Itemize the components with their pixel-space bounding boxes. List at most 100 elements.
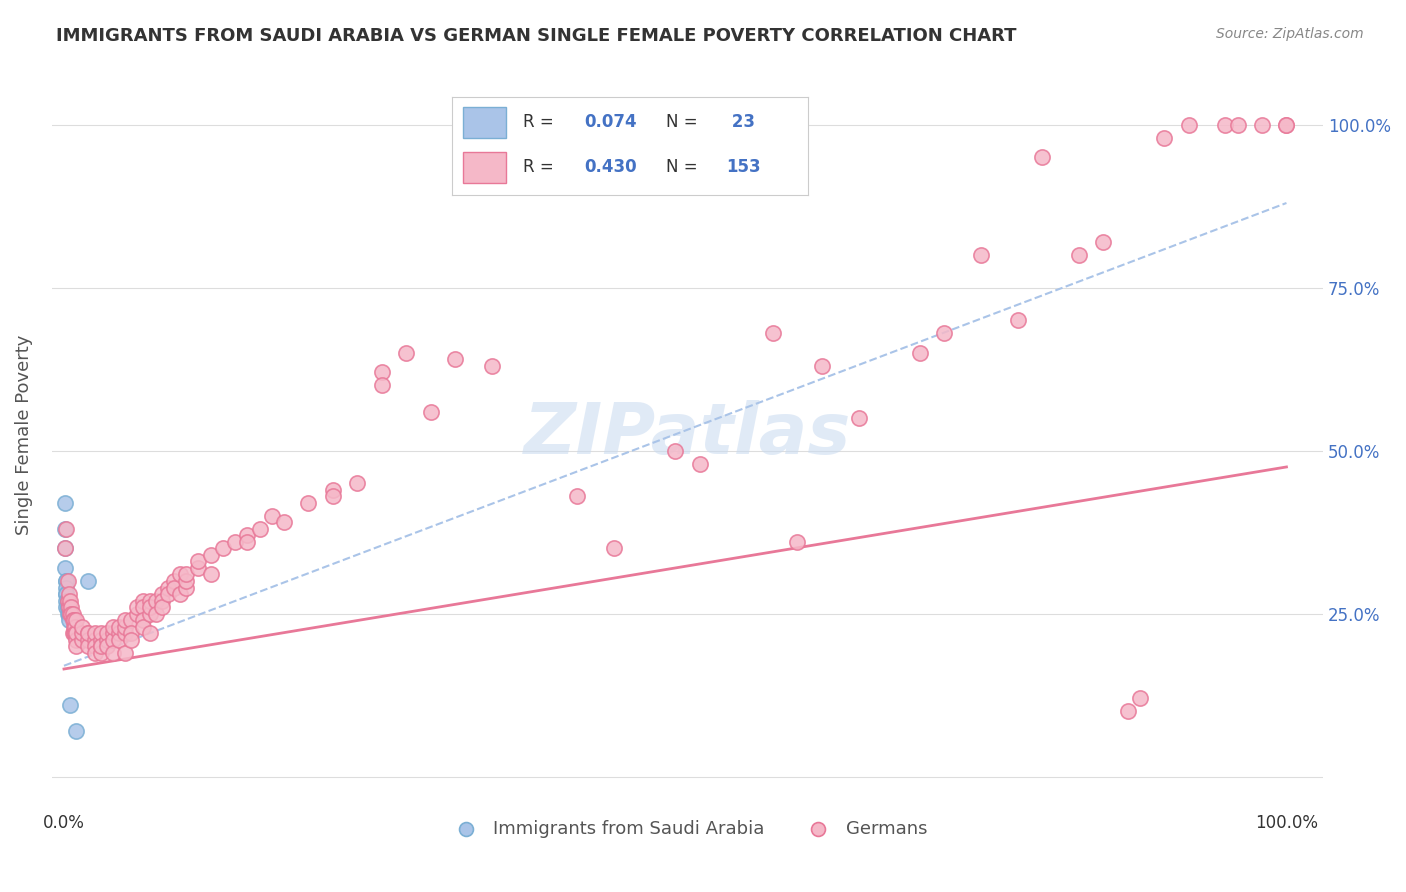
Point [55,587,77,601]
Point [371,366,394,380]
Point [83,632,105,647]
Point [55,600,77,615]
Point [132,600,155,615]
Point [53,561,76,575]
Point [132,620,155,634]
Point [1251,118,1274,132]
Point [65,613,87,627]
Point [114,613,136,627]
Point [58,607,80,621]
Point [63,626,86,640]
Point [150,593,173,607]
Point [55,522,77,536]
Point [55,581,77,595]
Point [1007,313,1029,327]
Point [236,528,259,542]
Point [1275,118,1298,132]
Text: ZIPatlas: ZIPatlas [524,400,851,469]
Point [58,607,80,621]
Point [603,541,626,556]
Point [62,620,84,634]
Point [108,626,131,640]
Point [1116,705,1139,719]
Point [53,496,76,510]
Point [56,600,79,615]
Point [90,646,112,660]
Point [138,607,160,621]
Point [96,626,118,640]
Point [150,587,173,601]
Point [56,607,79,621]
Point [55,574,77,588]
Point [101,620,124,634]
Point [65,723,87,738]
Point [77,632,100,647]
Point [114,620,136,634]
Point [1031,150,1053,164]
Point [187,561,209,575]
Point [273,516,295,530]
Point [138,593,160,607]
Point [58,600,80,615]
Point [346,476,368,491]
Point [90,632,112,647]
Point [260,508,283,523]
Point [395,346,418,360]
Point [444,352,467,367]
Point [83,639,105,653]
Point [322,483,344,497]
Point [848,411,870,425]
Point [970,248,993,262]
Point [120,626,142,640]
Point [138,626,160,640]
Point [65,626,87,640]
Y-axis label: Single Female Poverty: Single Female Poverty [15,334,32,534]
Point [1129,691,1152,706]
Point [62,613,84,627]
Point [174,574,197,588]
Point [72,626,94,640]
Point [224,535,246,549]
Point [83,646,105,660]
Point [56,593,79,607]
Point [108,632,131,647]
Point [63,620,86,634]
Point [811,359,834,373]
Point [90,639,112,653]
Point [1215,118,1237,132]
Point [163,581,186,595]
Point [96,639,118,653]
Point [762,326,785,341]
Point [689,457,711,471]
Point [101,632,124,647]
Point [56,593,79,607]
Point [114,626,136,640]
Point [65,639,87,653]
Text: IMMIGRANTS FROM SAUDI ARABIA VS GERMAN SINGLE FEMALE POVERTY CORRELATION CHART: IMMIGRANTS FROM SAUDI ARABIA VS GERMAN S… [56,27,1017,45]
Point [77,639,100,653]
Point [101,626,124,640]
Point [77,574,100,588]
Point [59,593,82,607]
Point [114,646,136,660]
Point [1153,130,1175,145]
Point [83,626,105,640]
Point [58,587,80,601]
Point [72,620,94,634]
Point [55,593,77,607]
Point [127,600,149,615]
Point [55,587,77,601]
Point [236,535,259,549]
Point [1177,118,1199,132]
Text: Source: ZipAtlas.com: Source: ZipAtlas.com [1216,27,1364,41]
Point [249,522,271,536]
Point [62,613,84,627]
Point [62,626,84,640]
Point [90,626,112,640]
Point [156,587,179,601]
Point [174,581,197,595]
Point [481,359,503,373]
Point [419,404,441,418]
Point [101,646,124,660]
Point [297,496,319,510]
